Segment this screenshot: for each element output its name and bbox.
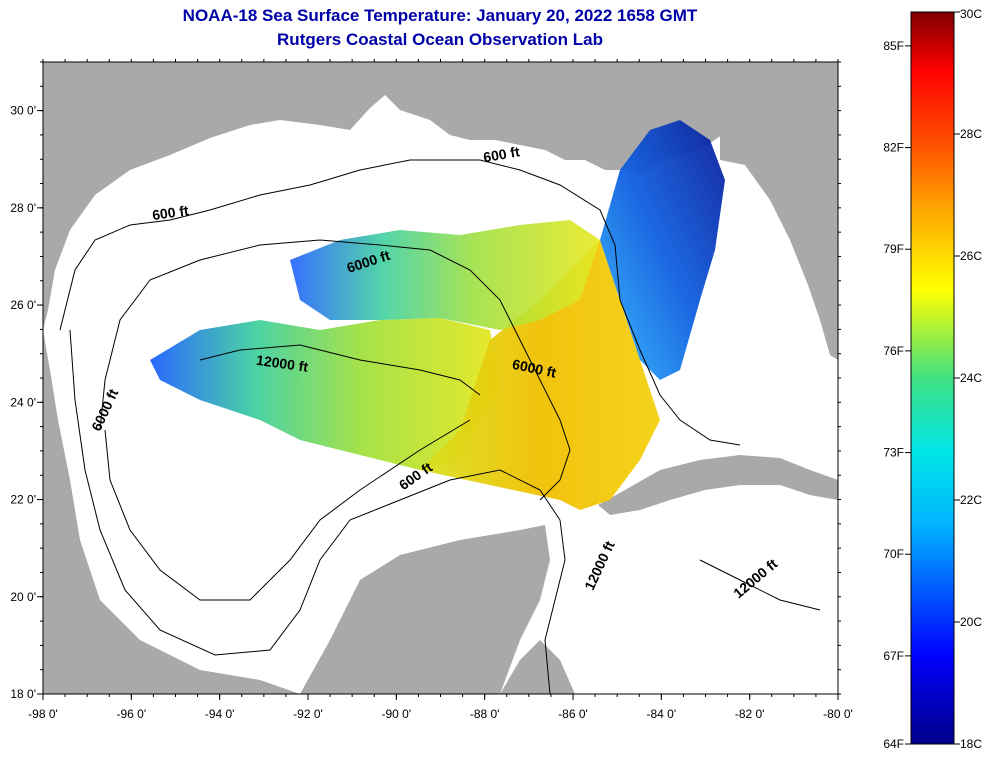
lon-tick-label: -98 0' [28,707,58,721]
colorbar-f-label: 85F [883,39,904,53]
colorbar-c-label: 24C [960,371,982,385]
colorbar-c-label: 30C [960,7,982,21]
colorbar-f-label: 70F [883,547,904,561]
land-central-america [500,640,575,694]
contour-label: 600 ft [151,202,190,223]
sst-swath-north [290,220,600,330]
colorbar-f-label: 76F [883,344,904,358]
colorbar-f-label: 64F [883,737,904,751]
lon-tick-label: -80 0' [823,707,853,721]
lon-tick-label: -84 0' [647,707,677,721]
colorbar-f-label: 82F [883,141,904,155]
contour-6000ft [99,239,571,601]
colorbar-f-label: 73F [883,446,904,460]
lat-tick-label: 28 0' [10,201,36,215]
contour-label: 12000 ft [255,352,309,375]
lon-tick-label: -86 0' [558,707,588,721]
lat-tick-label: 24 0' [10,395,36,409]
lon-tick-label: -88 0' [470,707,500,721]
land-mexico [43,330,300,694]
sst-swath-west [150,318,500,470]
map-subtitle: Rutgers Coastal Ocean Observation Lab [277,30,603,49]
land-cuba [598,455,838,515]
colorbar-f-label: 67F [883,649,904,663]
longitude-axis: -98 0' -96 0' -94 0' -92 0' -90 0' -88 0' -86 … [28,59,853,721]
sst-swath-east [600,120,725,380]
map-title: NOAA-18 Sea Surface Temperature: January… [182,6,698,25]
lat-tick-label: 20 0' [10,590,36,604]
colorbar-celsius-labels: 30C 28C 26C 24C 22C 20C 18C [954,7,982,751]
colorbar [910,11,955,745]
colorbar-c-label: 20C [960,615,982,629]
lon-tick-label: -96 0' [117,707,147,721]
lat-tick-label: 22 0' [10,493,36,507]
land-yucatan [300,525,550,694]
land-florida [720,62,838,360]
lat-tick-label: 18 0' [10,687,36,701]
lon-tick-label: -92 0' [293,707,323,721]
sst-swath-center [420,240,660,510]
colorbar-c-label: 18C [960,737,982,751]
lat-tick-label: 26 0' [10,298,36,312]
contour-label: 600 ft [482,143,521,165]
latitude-axis: 18 0' 20 0' 22 0' 24 0' 26 0' 28 0' 30 0' [10,61,841,701]
lon-tick-label: -82 0' [735,707,765,721]
lon-tick-label: -94 0' [205,707,235,721]
contour-12000ft [199,344,821,694]
colorbar-c-label: 28C [960,127,982,141]
contour-600ft [59,159,741,656]
lat-tick-label: 30 0' [10,104,36,118]
colorbar-c-label: 22C [960,493,982,507]
colorbar-fahrenheit-labels: 85F 82F 79F 76F 73F 70F 67F 64F [883,39,911,751]
colorbar-c-label: 26C [960,249,982,263]
land-us-coast [43,62,838,330]
lon-tick-label: -90 0' [382,707,412,721]
colorbar-f-label: 79F [883,242,904,256]
